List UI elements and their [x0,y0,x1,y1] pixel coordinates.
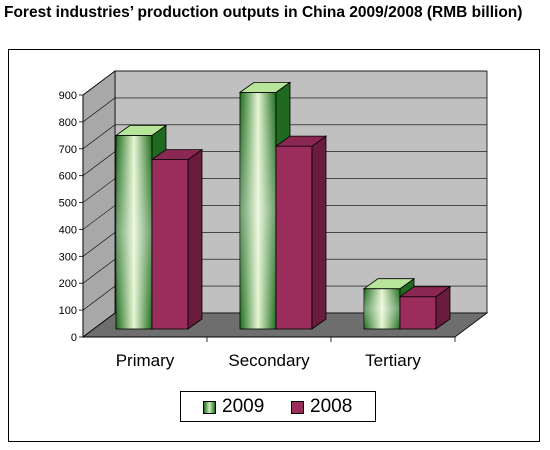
legend-swatch-2009 [203,400,216,414]
bar-tertiary-2009-sheen [364,288,400,329]
bar-secondary-2008 [275,145,313,330]
y-tick-label: 900 [59,90,77,102]
gridline-side [82,97,116,123]
legend-item-2008: 2008 [291,396,352,418]
x-tick-label-secondary: Secondary [228,351,310,370]
side-wall [82,70,116,338]
gridline-side [82,178,116,203]
bar-tertiary-2008-top [398,286,452,298]
y-tick-label: 500 [59,198,77,210]
bar-primary-2009-sheen [116,135,152,329]
bar-secondary-2009-sheen [240,92,276,329]
gridline-side [82,258,116,284]
y-tick-label: 700 [59,144,77,156]
y-tick-label: 800 [59,117,77,129]
gridline-side [82,285,116,311]
gridline-side [82,232,116,257]
legend-label-2009: 2009 [222,396,265,417]
y-tick-label: 400 [59,224,77,236]
bar-secondary-2008-top [274,135,328,147]
bar-tertiary-2008 [399,296,437,330]
y-tick-label: 100 [59,305,77,317]
bar-secondary-2009-top [238,81,292,93]
x-tick-label-tertiary: Tertiary [365,351,421,370]
legend-swatch-2008 [291,400,304,414]
gridline-side [82,70,116,96]
legend-label-2008: 2008 [310,396,353,417]
chart-title: Forest industries’ production outputs in… [4,4,523,21]
bar-primary-2009-top [114,125,168,136]
bar-primary-2008 [151,159,189,330]
legend-item-2009: 2009 [203,396,264,418]
y-tick-label: 0 [71,332,77,344]
y-tick-label: 200 [59,278,77,290]
bar-primary-2008-side [187,148,203,330]
gridline-side [82,205,116,230]
gridline-side [82,151,116,176]
bar-tertiary-2009-top [362,278,416,290]
bar-secondary-2008-side [311,135,327,330]
gridline-side [82,124,116,150]
y-tick-label: 600 [59,171,77,183]
bar-primary-2008-top [150,149,204,161]
legend: 2009 2008 [180,391,376,422]
x-tick-label-primary: Primary [116,351,175,370]
y-tick-label: 300 [59,251,77,263]
